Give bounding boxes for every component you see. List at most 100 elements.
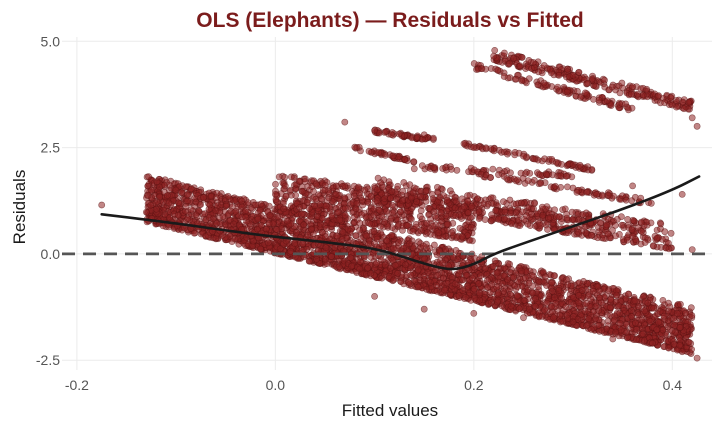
data-point	[545, 214, 552, 222]
data-point	[364, 264, 372, 272]
data-point	[187, 185, 195, 193]
data-point	[670, 340, 678, 348]
data-point	[414, 283, 422, 291]
data-point	[230, 220, 238, 228]
data-point	[366, 220, 374, 227]
data-point	[417, 193, 424, 200]
data-point	[482, 144, 490, 152]
data-point	[372, 259, 380, 267]
data-point	[551, 272, 558, 280]
data-point	[667, 94, 675, 101]
data-point	[175, 199, 182, 207]
data-point	[593, 190, 600, 198]
data-point	[321, 255, 329, 263]
data-point	[478, 65, 486, 73]
data-point	[647, 199, 655, 207]
data-point	[388, 201, 396, 209]
data-point	[650, 304, 658, 312]
data-point	[495, 171, 502, 179]
data-point	[447, 165, 455, 173]
data-point	[256, 206, 264, 214]
data-point	[504, 150, 511, 158]
data-point	[618, 221, 626, 229]
data-point	[628, 313, 635, 321]
data-point	[271, 190, 279, 198]
data-point	[564, 65, 571, 73]
data-point	[468, 274, 476, 282]
data-point	[587, 325, 595, 333]
data-point	[521, 296, 528, 304]
data-point	[328, 212, 336, 220]
data-point	[442, 164, 449, 171]
data-point	[507, 302, 515, 310]
data-point	[322, 244, 330, 251]
data-point	[356, 219, 364, 227]
data-point	[281, 182, 289, 190]
data-point	[153, 178, 161, 186]
data-point	[265, 220, 273, 227]
data-point	[539, 211, 547, 219]
data-point	[367, 192, 375, 200]
data-point	[584, 292, 592, 299]
data-point	[494, 289, 502, 297]
data-point	[628, 225, 636, 233]
data-point	[389, 152, 397, 160]
data-point	[582, 299, 590, 307]
data-point	[417, 227, 425, 235]
data-point	[432, 281, 440, 289]
data-point	[414, 266, 422, 274]
data-point	[487, 174, 494, 181]
data-point	[182, 202, 190, 210]
data-point	[212, 194, 220, 201]
data-point	[475, 208, 483, 216]
data-point	[174, 211, 182, 219]
data-point	[475, 215, 483, 222]
data-point	[676, 341, 684, 349]
data-point	[282, 192, 290, 200]
data-point	[503, 175, 511, 182]
data-point	[429, 134, 437, 142]
data-point	[508, 220, 515, 228]
data-point	[388, 187, 396, 195]
data-point	[685, 99, 692, 106]
data-point	[295, 177, 303, 185]
data-point	[661, 228, 669, 236]
data-point	[610, 316, 618, 324]
data-point	[435, 229, 443, 237]
data-point	[452, 198, 460, 206]
data-point	[232, 207, 240, 215]
data-point	[470, 60, 478, 67]
data-point	[612, 232, 619, 240]
data-point	[628, 197, 636, 205]
data-point	[370, 211, 378, 219]
data-point	[525, 279, 533, 287]
data-point	[382, 128, 390, 136]
data-point	[283, 217, 291, 225]
data-point	[264, 239, 272, 247]
data-point	[629, 216, 637, 224]
data-point	[304, 231, 311, 239]
data-point	[303, 198, 311, 206]
data-point	[460, 203, 468, 210]
data-point	[373, 197, 381, 205]
data-point	[443, 207, 451, 215]
data-point	[477, 272, 485, 280]
data-point	[391, 261, 399, 269]
data-point	[484, 200, 492, 208]
data-point	[605, 287, 612, 294]
data-point	[257, 200, 265, 208]
data-point	[594, 234, 602, 242]
data-point	[341, 118, 349, 126]
data-point	[321, 186, 329, 194]
data-point	[611, 221, 619, 229]
data-point	[460, 140, 468, 148]
data-point	[554, 83, 562, 91]
data-point	[200, 194, 207, 201]
data-point	[538, 312, 546, 320]
data-point	[510, 274, 517, 281]
data-point	[402, 261, 409, 269]
data-point	[487, 299, 495, 306]
data-point	[613, 291, 620, 299]
data-point	[518, 267, 525, 275]
data-point	[660, 312, 668, 320]
